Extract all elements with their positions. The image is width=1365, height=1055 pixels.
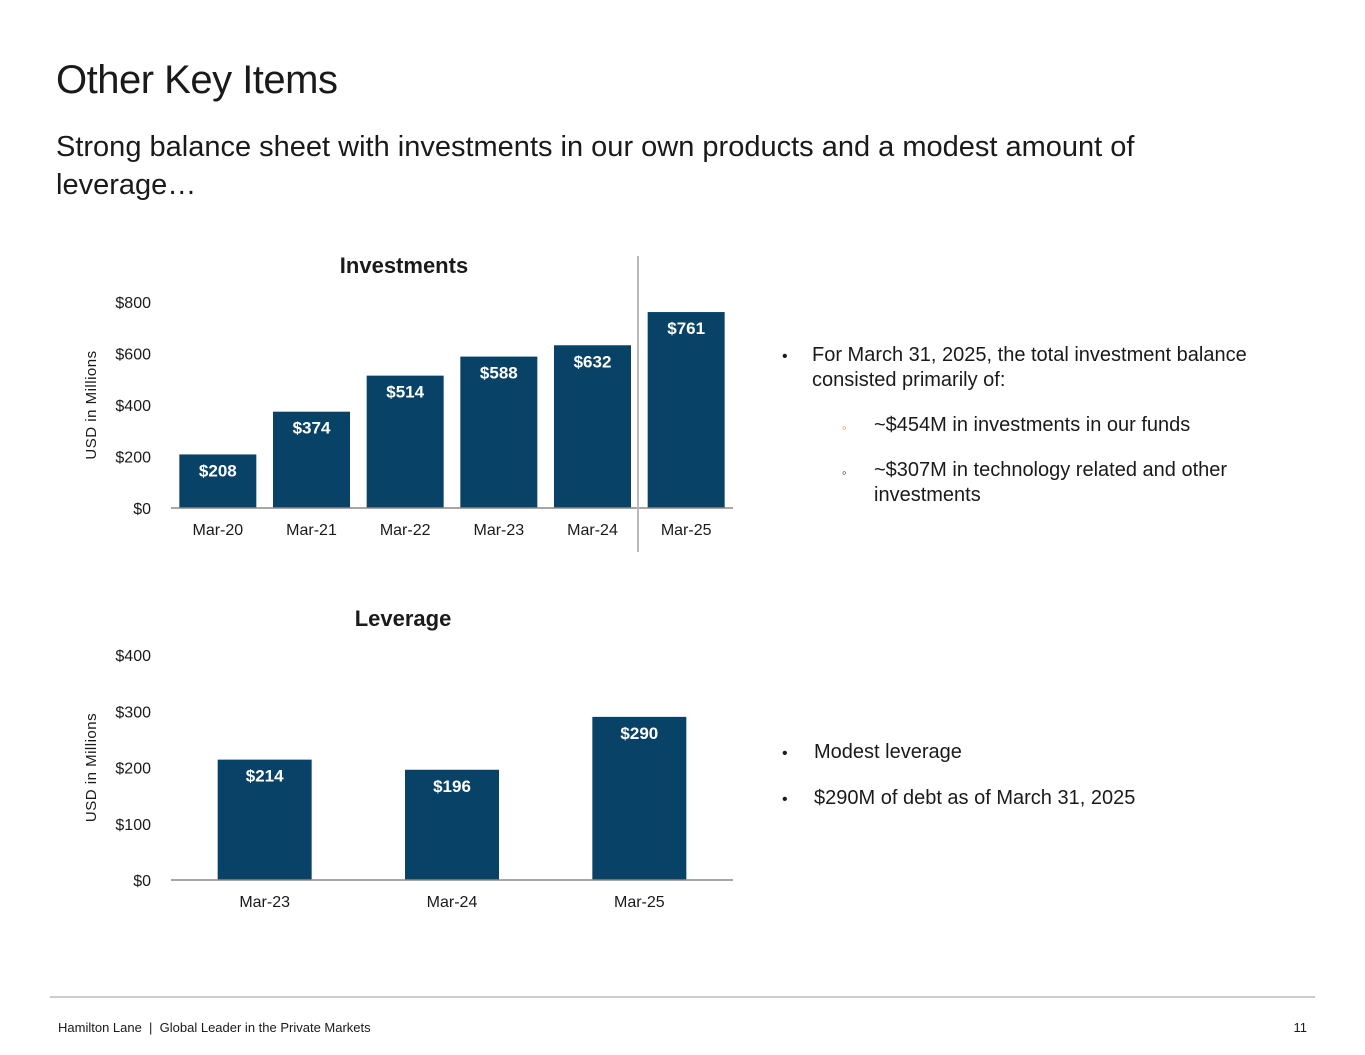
x-tick-label: Mar-25 [661,522,712,539]
investments-note-sub-1: ◦ ~$454M in investments in our funds [842,413,1282,438]
x-tick-label: Mar-24 [567,522,618,539]
bullet-icon: • [782,745,788,762]
x-tick-label: Mar-20 [192,522,243,539]
data-label: $761 [667,319,705,338]
x-tick-label: Mar-22 [380,522,431,539]
data-label: $632 [574,352,612,371]
sub-bullet-icon: ◦ [842,465,847,480]
x-tick-label: Mar-21 [286,522,337,539]
leverage-note-2: • $290M of debt as of March 31, 2025 [780,786,1280,811]
y-tick-label: $800 [115,295,151,312]
footer-text: Hamilton Lane | Global Leader in the Pri… [58,1020,371,1035]
investments-note-lead: • For March 31, 2025, the total investme… [780,343,1300,393]
investments-note-sub-2-text: ~$307M in technology related and other i… [874,459,1228,506]
page-title: Other Key Items [56,58,338,102]
leverage-note-1: • Modest leverage [780,740,1280,765]
sub-bullet-icon: ◦ [842,420,847,435]
investments-note-sub-1-text: ~$454M in investments in our funds [874,414,1191,436]
investments-note-lead-text: For March 31, 2025, the total investment… [812,344,1247,391]
y-tick-label: $600 [115,347,151,364]
bar [460,356,538,508]
data-label: $208 [199,461,237,480]
y-axis-label: USD in Millions [83,350,100,459]
y-tick-label: $0 [133,501,151,518]
bar [366,375,444,508]
bar [647,312,725,508]
chart-title: Investments [340,253,468,278]
data-label: $374 [293,419,331,438]
leverage-note-2-text: $290M of debt as of March 31, 2025 [814,787,1136,809]
data-label: $588 [480,364,518,383]
investments-note-sub-2: ◦ ~$307M in technology related and other… [842,458,1282,508]
y-tick-label: $200 [115,450,151,467]
x-tick-label: Mar-23 [473,522,524,539]
bar [273,411,350,508]
bar [179,454,257,508]
y-tick-label: $400 [115,398,151,415]
page-number: 11 [1293,1020,1308,1035]
page-subtitle: Strong balance sheet with investments in… [56,131,1135,201]
leverage-note-1-text: Modest leverage [814,741,962,763]
bullet-icon: • [782,348,788,365]
bullet-icon: • [782,791,788,808]
data-label: $514 [386,383,424,402]
footer-divider [50,996,1315,998]
bar [554,345,631,508]
